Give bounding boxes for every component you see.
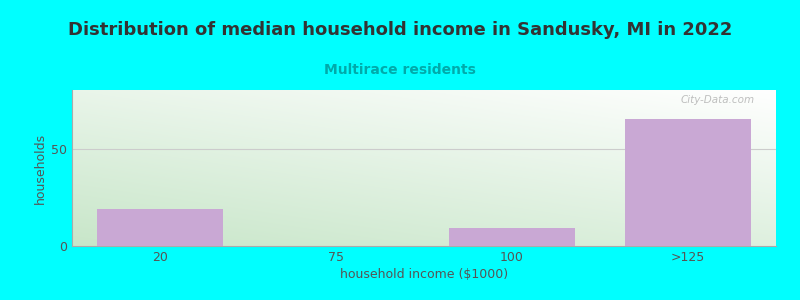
Bar	[449, 229, 575, 246]
Y-axis label: households: households	[34, 132, 47, 204]
Text: Multirace residents: Multirace residents	[324, 63, 476, 77]
Text: Distribution of median household income in Sandusky, MI in 2022: Distribution of median household income …	[68, 21, 732, 39]
Bar	[97, 209, 223, 246]
Bar	[625, 119, 751, 246]
X-axis label: household income ($1000): household income ($1000)	[340, 268, 508, 281]
Text: City-Data.com: City-Data.com	[681, 95, 755, 105]
